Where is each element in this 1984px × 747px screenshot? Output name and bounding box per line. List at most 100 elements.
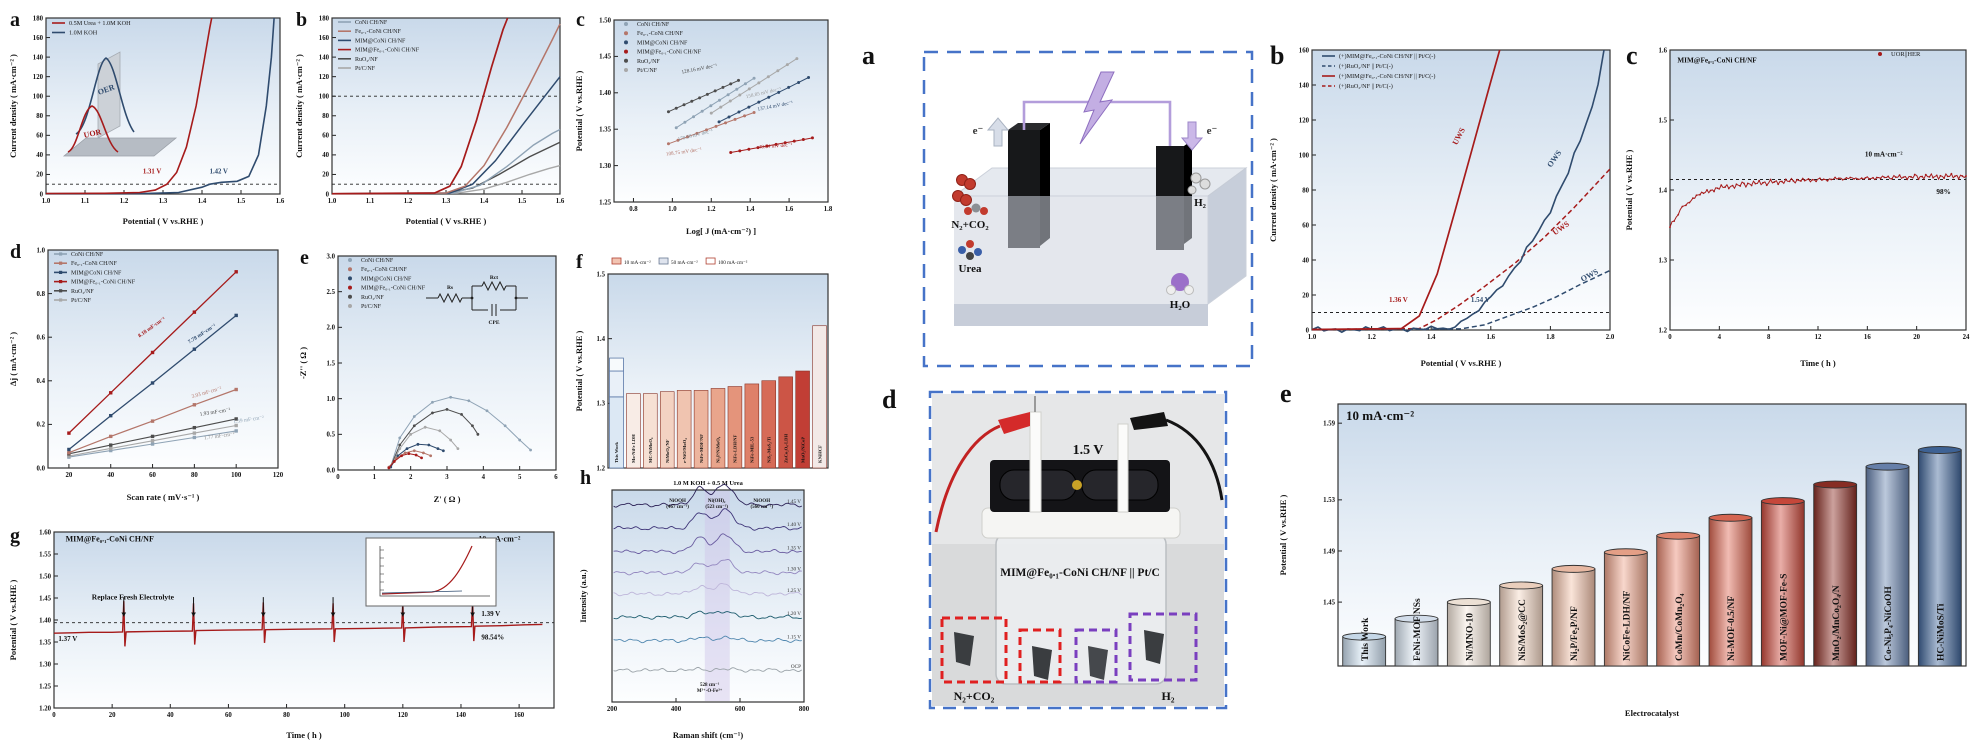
svg-text:1.35 V: 1.35 V: [787, 545, 801, 551]
series-3: [718, 77, 809, 123]
svg-text:1.4: 1.4: [198, 198, 207, 205]
svg-text:1.5: 1.5: [518, 198, 527, 205]
svg-text:1.0M KOH: 1.0M KOH: [69, 30, 98, 37]
nf-electrode: [1144, 630, 1164, 664]
svg-text:MIM@Fe₀.₁-CoNi CH/NF: MIM@Fe₀.₁-CoNi CH/NF: [66, 535, 154, 544]
svg-text:0: 0: [1668, 334, 1672, 341]
svg-text:Urea: Urea: [958, 263, 982, 275]
svg-text:This Work: This Work: [1361, 617, 1371, 661]
legend: UOR||HER: [1878, 51, 1921, 58]
svg-text:Rct: Rct: [490, 275, 498, 281]
svg-text:180: 180: [33, 15, 44, 22]
svg-text:d: d: [882, 385, 897, 414]
svg-text:MIM@Fe₀.₁-CoNi CH/NF: MIM@Fe₀.₁-CoNi CH/NF: [637, 50, 702, 56]
svg-text:1.45: 1.45: [39, 595, 51, 602]
y-axis: 0 20 40 60 80 100 120 140 160 180: [319, 15, 336, 198]
series-0: [390, 396, 531, 467]
panel-g-svg: g0 20 40 60 80 100 120 140 1601.201.251.301.351.…: [8, 525, 555, 740]
svg-text:Co-Ni₅P₄-NiCoOH: Co-Ni₅P₄-NiCoOH: [1884, 586, 1894, 661]
svg-text:10 mA·cm⁻²: 10 mA·cm⁻²: [624, 260, 651, 266]
svg-text:1.0: 1.0: [327, 396, 336, 403]
raman-curve-7: [613, 666, 803, 673]
panel-rb-svg: b 1.0 1.2 1.4 1.6 1.8 2.0 0 20 40 60 80 100 120 140 160…: [1268, 41, 1615, 368]
svg-text:0.5: 0.5: [327, 432, 336, 439]
svg-text:This Work: This Work: [614, 442, 619, 463]
plot-area: [48, 250, 278, 468]
svg-text:140: 140: [1299, 82, 1310, 89]
svg-text:1.4: 1.4: [597, 336, 606, 343]
svg-text:60: 60: [322, 133, 329, 140]
svg-text:MnO₂/NiCoP: MnO₂/NiCoP: [800, 437, 805, 463]
svg-text:1.3: 1.3: [1659, 257, 1668, 264]
svg-text:1.4: 1.4: [1427, 334, 1436, 341]
nf-electrode: [954, 632, 974, 666]
svg-text:0.0: 0.0: [327, 467, 336, 474]
svg-text:1.45 V: 1.45 V: [787, 499, 801, 505]
svg-text:Potential ( V vs.RHE ): Potential ( V vs.RHE ): [8, 579, 18, 660]
plot-area: [614, 20, 828, 202]
panel-a-svg: a 1.0 1.1 1.2 1.3 1.4 1.5 1.6 0 20 40 60 80 100 120 140…: [8, 9, 285, 226]
svg-text:80: 80: [322, 113, 329, 120]
x-axis: 1.0 1.1 1.2 1.3 1.4 1.5 1.6: [42, 190, 285, 205]
svg-text:1.36 V: 1.36 V: [1389, 296, 1408, 304]
panel-c: c 0.8 1.0 1.2 1.4 1.6 1.8 1.25 1.30 1.35 1.40 1.45 1…: [572, 6, 834, 245]
svg-text:Potential ( V vs.RHE ): Potential ( V vs.RHE ): [574, 330, 584, 411]
svg-text:120: 120: [398, 712, 409, 719]
svg-text:Current density ( mA·cm⁻² ): Current density ( mA·cm⁻² ): [294, 54, 304, 158]
svg-text:1.0: 1.0: [668, 206, 677, 213]
svg-text:1.30: 1.30: [39, 661, 51, 668]
svg-text:4: 4: [1718, 334, 1722, 341]
bar-11: [1917, 449, 1962, 667]
svg-text:H₂: H₂: [1162, 689, 1175, 703]
svg-text:20: 20: [1302, 292, 1309, 299]
svg-text:RuO₂/NF: RuO₂/NF: [637, 59, 660, 65]
svg-text:Replace Fresh Electrolyte: Replace Fresh Electrolyte: [92, 592, 175, 601]
bar-8: [744, 383, 760, 469]
svg-text:1.0: 1.0: [37, 247, 46, 254]
svg-text:1.0: 1.0: [1308, 334, 1317, 341]
beaker: [995, 533, 1167, 685]
svg-text:NiS₂-MoS₂/Ti: NiS₂-MoS₂/Ti: [767, 436, 772, 463]
raman-band: [704, 491, 730, 701]
svg-text:1.2: 1.2: [120, 198, 129, 205]
svg-text:H₂: H₂: [1194, 197, 1207, 209]
svg-text:1.1: 1.1: [81, 198, 90, 205]
svg-text:1.6: 1.6: [556, 198, 565, 205]
legend: CoNi CH/NF Fe₀.₁-CoNi CH/NF MIM@CoNi CH/NF…: [624, 22, 702, 74]
svg-text:1.5: 1.5: [237, 198, 246, 205]
legend: (+)MIM@Fe₀.₁-CoNi CH/NF || Pt/C(-) (+)RuO…: [1322, 53, 1435, 90]
plot-frame: [613, 19, 829, 203]
plot-area: [332, 18, 560, 194]
nf-electrode: [1088, 646, 1108, 680]
svg-text:1.5: 1.5: [1659, 117, 1668, 124]
svg-text:HC-NiMoS/Ti: HC-NiMoS/Ti: [1936, 603, 1946, 661]
svg-text:Fe₀.₁-CoNi CH/NF: Fe₀.₁-CoNi CH/NF: [637, 31, 684, 37]
svg-text:(560 cm⁻¹): (560 cm⁻¹): [750, 504, 773, 510]
svg-text:80: 80: [36, 113, 43, 120]
svg-text:0.5M Urea + 1.0M KOH: 0.5M Urea + 1.0M KOH: [69, 20, 131, 27]
svg-text:80: 80: [191, 472, 198, 479]
svg-text:Fe₀.₁-CoNi CH/NF: Fe₀.₁-CoNi CH/NF: [71, 261, 118, 267]
svg-text:1.3: 1.3: [159, 198, 168, 205]
svg-text:1.2: 1.2: [404, 198, 413, 205]
bars: This Work FeNi-MOF NSs Ni/MNO-10 NiS/MoS₂@C…: [1342, 446, 1962, 667]
x-axis: 0 20 40 60 80 100 120 140 160: [52, 704, 525, 719]
svg-text:1.15 V: 1.15 V: [787, 635, 801, 641]
svg-text:1.59 mF·cm⁻²: 1.59 mF·cm⁻²: [233, 415, 265, 425]
svg-text:10 mA·cm⁻²: 10 mA·cm⁻²: [478, 535, 521, 544]
svg-text:NiOOH: NiOOH: [753, 499, 770, 504]
svg-text:100: 100: [340, 712, 351, 719]
svg-text:CoNi CH/NF: CoNi CH/NF: [637, 22, 670, 28]
electrode-rod: [1029, 411, 1042, 513]
h2-bubble-icon: [1199, 178, 1211, 190]
svg-text:60: 60: [149, 472, 156, 479]
svg-text:40: 40: [1302, 257, 1309, 264]
panel-rc: c 0 4 8 12 16 20 24 1.2 1.3 1.4 1.5 1.6 Time ( h ) Pot…: [1622, 38, 1980, 377]
svg-text:NiCoFe-LDH/NF: NiCoFe-LDH/NF: [1622, 591, 1632, 661]
svg-text:MOF-Ni@MOF-Fe-S: MOF-Ni@MOF-Fe-S: [1779, 574, 1789, 661]
svg-text:60: 60: [225, 712, 232, 719]
svg-text:0: 0: [326, 191, 330, 198]
nf-electrode: [1032, 646, 1052, 680]
svg-text:b: b: [296, 9, 307, 31]
svg-text:1.25 V: 1.25 V: [787, 588, 801, 594]
